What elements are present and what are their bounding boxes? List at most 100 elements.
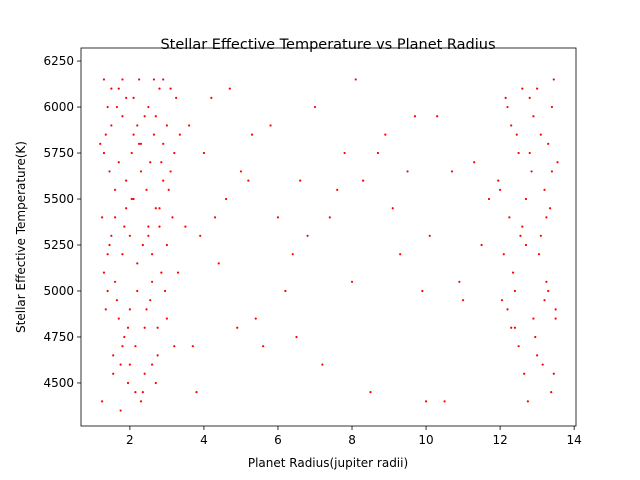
- point: [513, 289, 517, 293]
- point: [502, 253, 505, 256]
- point: [528, 151, 531, 155]
- point: [391, 207, 394, 210]
- point: [515, 133, 518, 136]
- point: [156, 326, 159, 329]
- x-tick-label: 6: [274, 433, 282, 447]
- point: [141, 243, 144, 247]
- point: [158, 207, 161, 210]
- point: [112, 354, 115, 357]
- point: [104, 308, 107, 311]
- point: [173, 151, 176, 155]
- point: [523, 372, 526, 375]
- point: [504, 96, 507, 99]
- y-tick-label: 4500: [43, 376, 74, 390]
- point: [104, 133, 107, 136]
- point: [176, 271, 180, 274]
- point: [543, 188, 546, 191]
- point: [321, 363, 324, 366]
- point: [291, 253, 294, 256]
- point: [539, 133, 542, 136]
- point: [149, 161, 152, 164]
- point: [213, 216, 217, 219]
- point: [145, 308, 148, 311]
- point: [160, 271, 163, 274]
- point: [556, 161, 559, 164]
- point: [132, 197, 135, 201]
- point: [399, 253, 402, 256]
- chart-title: Stellar Effective Temperature vs Planet …: [160, 37, 495, 53]
- point: [545, 216, 548, 219]
- point: [138, 78, 141, 81]
- point: [145, 188, 148, 191]
- point: [141, 391, 144, 394]
- point: [458, 280, 461, 283]
- axes-frame: [80, 47, 577, 427]
- point: [110, 124, 113, 127]
- point: [188, 124, 191, 127]
- point: [101, 400, 104, 403]
- point: [138, 142, 141, 145]
- point: [250, 133, 254, 136]
- point: [239, 170, 243, 173]
- point: [160, 161, 163, 164]
- point: [178, 133, 181, 136]
- point: [552, 372, 555, 375]
- point: [506, 308, 509, 311]
- point: [121, 115, 124, 118]
- point: [269, 124, 272, 127]
- point: [421, 289, 424, 293]
- point: [143, 115, 146, 118]
- point: [130, 197, 133, 201]
- point: [106, 289, 109, 293]
- point: [536, 354, 539, 357]
- point: [554, 308, 557, 311]
- point: [165, 124, 168, 127]
- point: [108, 170, 111, 173]
- point: [121, 253, 124, 256]
- point: [112, 372, 115, 375]
- point: [547, 289, 550, 293]
- point: [136, 262, 139, 265]
- point: [184, 225, 187, 228]
- point: [123, 335, 126, 339]
- point: [552, 78, 555, 81]
- point: [524, 243, 528, 247]
- point: [134, 345, 137, 348]
- point: [545, 280, 548, 283]
- point: [191, 345, 194, 348]
- point: [550, 105, 554, 109]
- point: [175, 96, 178, 99]
- point: [376, 151, 380, 155]
- point: [156, 354, 159, 357]
- point: [106, 105, 109, 109]
- point: [113, 216, 117, 219]
- point: [128, 308, 131, 311]
- point: [521, 87, 524, 90]
- point: [147, 234, 150, 237]
- point: [139, 142, 143, 145]
- point: [154, 115, 157, 118]
- point: [102, 78, 106, 81]
- point: [299, 179, 302, 182]
- point: [128, 363, 131, 366]
- point: [139, 170, 143, 173]
- point: [528, 96, 531, 99]
- point: [519, 234, 522, 237]
- point: [173, 345, 176, 348]
- point: [217, 262, 220, 265]
- point: [102, 151, 106, 155]
- point: [550, 170, 554, 173]
- point: [117, 317, 120, 320]
- point: [384, 133, 387, 136]
- point: [450, 170, 454, 173]
- point: [121, 78, 124, 81]
- point: [550, 391, 553, 394]
- x-axis-label: Planet Radius(jupiter radii): [248, 456, 408, 470]
- point: [110, 87, 113, 90]
- point: [524, 197, 528, 201]
- point: [539, 234, 542, 237]
- point: [169, 170, 172, 173]
- point: [126, 326, 130, 329]
- x-tick-label: 8: [348, 433, 356, 447]
- point: [134, 391, 137, 394]
